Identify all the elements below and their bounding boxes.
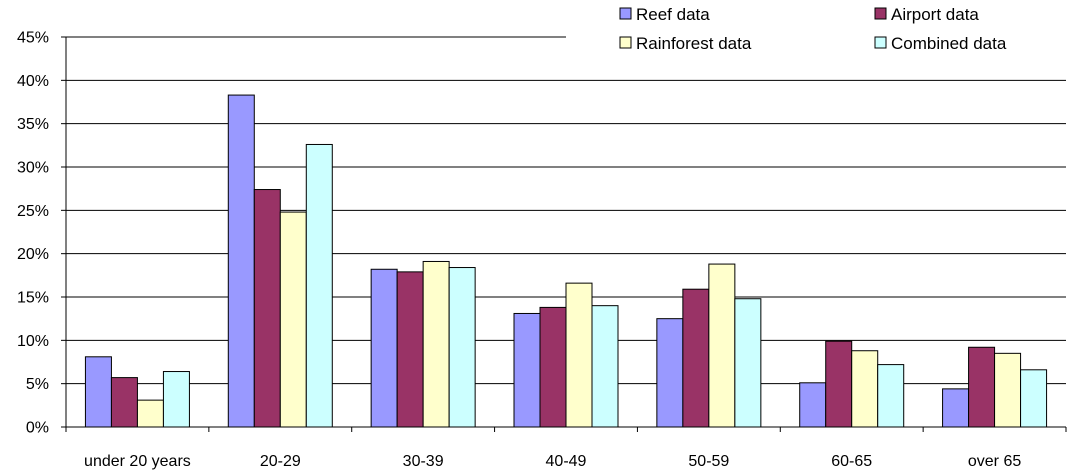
y-tick-label: 25% <box>17 203 49 220</box>
bar-airport-data <box>825 340 853 428</box>
legend-swatch <box>874 36 887 49</box>
y-tick-label: 30% <box>17 160 49 177</box>
x-tick-label: 30-39 <box>403 453 444 470</box>
bars <box>84 94 1048 428</box>
y-tick-label: 10% <box>17 333 49 350</box>
bar-reef-data <box>370 268 398 428</box>
bar-rainforest-data <box>422 260 450 428</box>
bar-combined-data <box>305 143 333 428</box>
x-tick-label: under 20 years <box>84 453 191 470</box>
y-tick-label: 5% <box>26 376 49 393</box>
legend-label: Reef data <box>636 5 710 24</box>
legend-label: Airport data <box>891 5 979 24</box>
bar-rainforest-data <box>136 399 164 428</box>
x-tick-label: 20-29 <box>260 453 301 470</box>
bar-reef-data <box>227 94 255 428</box>
bar-rainforest-data <box>708 263 736 428</box>
bar-airport-data <box>253 189 281 428</box>
bar-combined-data <box>877 364 905 428</box>
legend-label: Combined data <box>891 34 1007 53</box>
bar-airport-data <box>968 346 996 428</box>
bar-airport-data <box>682 288 710 428</box>
legend-swatch <box>874 7 887 20</box>
bar-airport-data <box>396 271 424 428</box>
legend-swatch <box>619 7 632 20</box>
bar-airport-data <box>110 377 138 428</box>
bar-rainforest-data <box>994 352 1022 428</box>
x-axis-tick-labels: under 20 years 20-29 30-39 40-49 50-59 60-65 o… <box>84 453 1021 470</box>
axes <box>61 36 1067 432</box>
x-tick-label: 60-65 <box>831 453 872 470</box>
bar-reef-data <box>656 318 684 428</box>
y-tick-label: 35% <box>17 116 49 133</box>
bar-reef-data <box>942 388 970 428</box>
legend-swatch <box>619 36 632 49</box>
y-tick-label: 40% <box>17 73 49 90</box>
bar-rainforest-data <box>851 350 879 428</box>
bar-rainforest-data <box>279 211 307 428</box>
x-tick-label: 50-59 <box>688 453 729 470</box>
legend: Reef data Airport data Rainforest data Comb… <box>566 0 1071 62</box>
legend-background <box>566 0 1071 62</box>
y-tick-label: 45% <box>17 30 49 47</box>
bar-rainforest-data <box>565 282 593 428</box>
x-tick-label: over 65 <box>968 453 1021 470</box>
bar-reef-data <box>84 356 112 428</box>
legend-label: Rainforest data <box>636 34 752 53</box>
x-tick-label: 40-49 <box>546 453 587 470</box>
bar-combined-data <box>591 305 619 428</box>
bar-airport-data <box>539 306 567 428</box>
y-tick-label: 15% <box>17 290 49 307</box>
bar-combined-data <box>1020 369 1048 428</box>
bar-combined-data <box>162 371 190 428</box>
bar-reef-data <box>513 312 541 428</box>
bar-combined-data <box>734 298 762 428</box>
y-tick-label: 0% <box>26 420 49 437</box>
y-axis-tick-labels: 0% 5% 10% 15% 20% 25% 30% 35% 40% 45% <box>17 30 49 437</box>
y-tick-label: 20% <box>17 246 49 263</box>
bar-reef-data <box>799 382 827 428</box>
bar-combined-data <box>448 267 476 428</box>
